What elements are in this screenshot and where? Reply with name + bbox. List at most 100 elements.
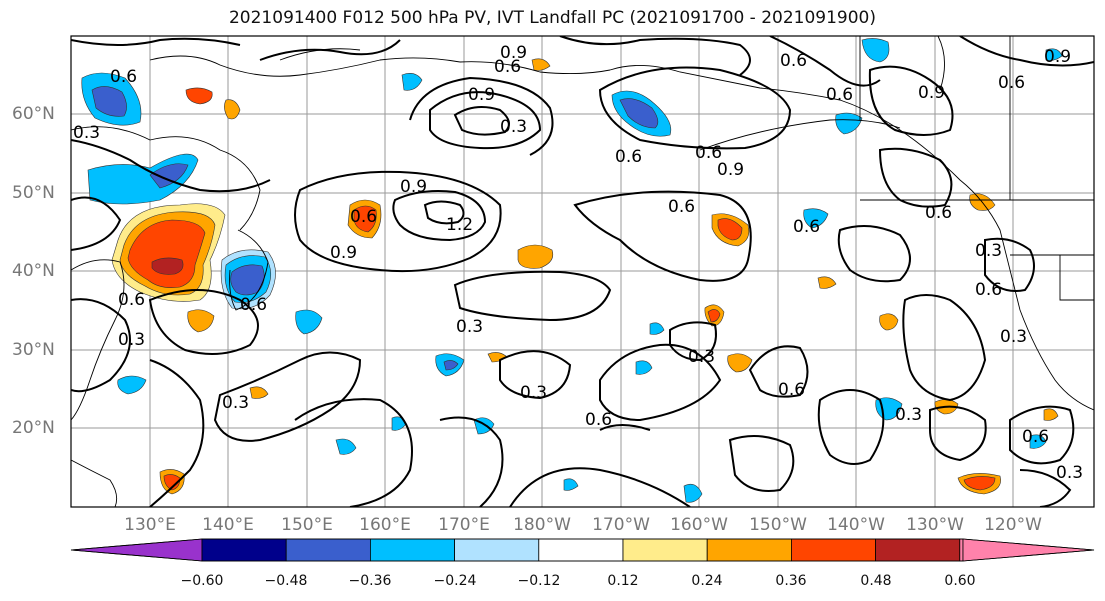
colorbar-tick-label: 0.60 xyxy=(944,573,976,589)
pv-positive-patch xyxy=(187,309,215,333)
pv-negative-patch xyxy=(443,360,459,371)
contour-label: 0.6 xyxy=(780,51,807,71)
contour-label: 0.6 xyxy=(494,57,521,77)
contour-label: 0.6 xyxy=(240,295,267,315)
pv-negative-patch xyxy=(295,309,323,335)
lat-label: 50°N xyxy=(12,183,55,203)
colorbar-segment xyxy=(70,538,203,562)
contour-label: 0.9 xyxy=(400,177,427,197)
pv-negative-patch xyxy=(619,98,659,129)
pv-fill-patches xyxy=(81,38,1063,503)
lon-label: 130°W xyxy=(906,515,964,535)
contour-label: 0.6 xyxy=(826,85,853,105)
pv-positive-patch xyxy=(185,87,213,105)
contour-label: 0.6 xyxy=(793,217,820,237)
pv-negative-patch xyxy=(117,375,147,395)
pv-negative-patch xyxy=(563,478,579,491)
lat-label: 30°N xyxy=(12,340,55,360)
lon-label: 180°W xyxy=(513,515,571,535)
contour-label: 0.3 xyxy=(895,405,922,425)
contour-label: 0.3 xyxy=(222,393,249,413)
colorbar-tick-label: 0.12 xyxy=(607,573,639,589)
map-content: 0.6 0.3 0.9 0.6 0.9 0.3 0.6 0.9 0.6 0.9 … xyxy=(71,36,1094,507)
colorbar-tick-label: 0.36 xyxy=(775,573,807,589)
contour-label: 0.6 xyxy=(998,73,1025,93)
pv-positive-patch xyxy=(487,352,507,363)
contour-label: 0.6 xyxy=(925,203,952,223)
pv-positive-patch xyxy=(727,353,753,373)
pv-positive-patch xyxy=(817,276,837,289)
contour-label: 0.9 xyxy=(717,160,744,180)
map-frame xyxy=(70,35,1095,508)
contour-label: 0.6 xyxy=(615,147,642,167)
lon-label: 140°E xyxy=(202,515,254,535)
pv-negative-patch xyxy=(649,322,665,335)
colorbar xyxy=(70,538,1095,562)
lon-label: 160°E xyxy=(359,515,411,535)
pv-positive-patch xyxy=(151,257,184,275)
pv-negative-patch xyxy=(635,360,653,375)
pv-positive-patch xyxy=(531,58,551,71)
pv-positive-patch xyxy=(163,474,181,491)
pv-negative-patch xyxy=(1045,48,1063,61)
colorbar-segment xyxy=(454,538,540,562)
contour-label: 0.3 xyxy=(73,123,100,143)
gridlines xyxy=(71,36,1094,507)
lon-label: 120°W xyxy=(984,515,1042,535)
pv-negative-patch xyxy=(1029,434,1047,449)
contour-label: 0.6 xyxy=(975,280,1002,300)
lat-label: 20°N xyxy=(12,418,55,438)
pv-positive-patch xyxy=(353,205,377,233)
contour-label: 0.3 xyxy=(456,317,483,337)
colorbar-tick-label: −0.60 xyxy=(180,573,224,589)
contour-label: 0.3 xyxy=(118,330,145,350)
pv-negative-patch xyxy=(683,483,703,503)
lon-label: 140°W xyxy=(827,515,885,535)
contour-label: 0.9 xyxy=(330,243,357,263)
map-title: 2021091400 F012 500 hPa PV, IVT Landfall… xyxy=(228,8,876,28)
colorbar-segment xyxy=(791,538,877,562)
lon-label: 150°E xyxy=(281,515,333,535)
pv-positive-patch xyxy=(879,313,899,331)
pv-positive-patch xyxy=(717,218,743,241)
pv-negative-patch xyxy=(230,264,265,296)
colorbar-segment xyxy=(962,538,1095,562)
contour-label: 0.6 xyxy=(585,410,612,430)
pv-contours xyxy=(71,36,1094,507)
colorbar-tick-label: −0.48 xyxy=(264,573,308,589)
contour-label: 1.2 xyxy=(446,215,473,235)
contour-label: 0.6 xyxy=(110,67,137,87)
contour-label: 0.3 xyxy=(1000,327,1027,347)
lon-label: 170°E xyxy=(438,515,490,535)
pv-positive-patch xyxy=(707,309,721,323)
colorbar-tick-label: 0.48 xyxy=(860,573,892,589)
pv-positive-patch xyxy=(224,99,241,120)
contour-label: 0.9 xyxy=(918,83,945,103)
colorbar-tick-label: −0.36 xyxy=(348,573,392,589)
contour-label: 0.6 xyxy=(778,380,805,400)
pv-positive-patch xyxy=(963,476,996,491)
colorbar-segment xyxy=(959,538,964,562)
colorbar-segment xyxy=(285,538,371,562)
lon-label: 130°E xyxy=(124,515,176,535)
lon-label: 170°W xyxy=(592,515,650,535)
pv-negative-patch xyxy=(87,153,199,205)
contour-label: 0.6 xyxy=(350,207,377,227)
contour-label: 0.9 xyxy=(1044,47,1071,67)
pv-positive-patch xyxy=(127,219,206,288)
contour-label: 0.3 xyxy=(1056,463,1083,483)
colorbar-segment xyxy=(875,538,961,562)
coastlines xyxy=(71,36,1094,507)
contour-label: 0.6 xyxy=(668,197,695,217)
contour-labels: 0.6 0.3 0.9 0.6 0.9 0.3 0.6 0.9 0.6 0.9 … xyxy=(73,43,1083,483)
pv-negative-patch xyxy=(401,73,423,91)
colorbar-outline xyxy=(70,538,1095,562)
colorbar-segment xyxy=(538,538,624,562)
pv-positive-patch xyxy=(1043,408,1059,421)
contour-label: 0.3 xyxy=(500,117,527,137)
lat-label: 40°N xyxy=(12,261,55,281)
pv-positive-patch xyxy=(249,386,269,399)
contour-label: 0.9 xyxy=(500,43,527,63)
colorbar-segment xyxy=(201,538,287,562)
